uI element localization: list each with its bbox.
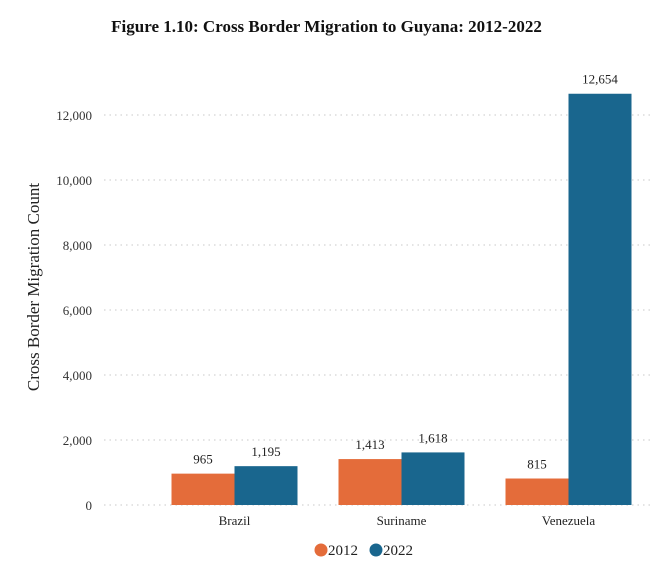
y-tick-label: 12,000 <box>56 108 92 123</box>
y-tick-label: 6,000 <box>63 303 92 318</box>
bar-2022-suriname <box>401 452 465 505</box>
x-tick-label: Venezuela <box>542 513 596 528</box>
bar-2012-brazil <box>171 473 235 505</box>
data-label: 1,413 <box>355 437 384 452</box>
legend-label-2022: 2022 <box>383 543 413 559</box>
y-tick-label: 2,000 <box>63 433 92 448</box>
data-label: 965 <box>193 452 213 467</box>
bar-2022-venezuela <box>568 93 632 506</box>
data-label: 1,618 <box>418 430 447 445</box>
legend-marker-2012 <box>314 543 328 557</box>
x-tick-label: Suriname <box>377 513 427 528</box>
y-tick-label: 10,000 <box>56 173 92 188</box>
legend-marker-2022 <box>369 543 383 557</box>
y-tick-label: 0 <box>86 498 93 513</box>
data-label: 815 <box>527 457 547 472</box>
legend-label-2012: 2012 <box>328 543 358 559</box>
bar-2012-venezuela <box>505 478 569 505</box>
data-label: 12,654 <box>582 72 618 87</box>
y-tick-label: 8,000 <box>63 238 92 253</box>
x-tick-label: Brazil <box>219 513 251 528</box>
data-label: 1,195 <box>251 444 280 459</box>
y-tick-label: 4,000 <box>63 368 92 383</box>
chart-title: Figure 1.10: Cross Border Migration to G… <box>111 17 542 36</box>
y-axis-label: Cross Border Migration Count <box>24 183 43 392</box>
bar-2022-brazil <box>234 466 298 505</box>
bar-2012-suriname <box>338 459 402 505</box>
